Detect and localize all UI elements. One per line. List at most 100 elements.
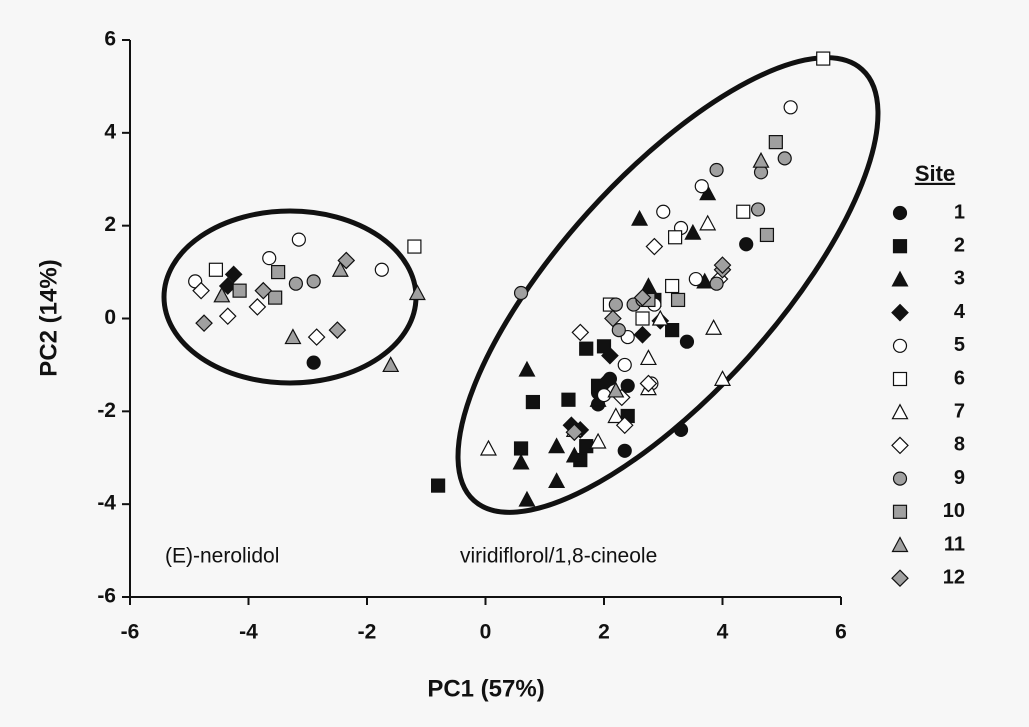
point [579,439,594,454]
y-tick-label: 6 [104,28,116,51]
point [816,51,831,66]
point [208,262,224,277]
legend-label: 12 [943,566,965,588]
legend-label: 3 [954,268,965,290]
y-tick-label: 2 [104,213,116,236]
point [374,262,389,277]
point [705,319,723,335]
point [565,423,584,442]
point [631,209,649,226]
point [408,284,426,301]
point [262,251,277,266]
y-tick-label: 0 [104,306,116,329]
point [768,135,783,150]
point [284,328,302,345]
point [639,277,657,294]
point [291,232,306,247]
point [513,285,529,301]
legend-marker [891,569,909,588]
x-tick-label: 0 [480,621,492,644]
legend-marker [891,536,909,553]
point [479,439,497,456]
point [759,227,775,243]
point [607,381,625,398]
x-tick-label: 4 [717,621,729,644]
y-tick-label: -2 [97,399,116,422]
point [607,407,625,424]
point [633,325,652,344]
legend-marker [892,371,908,387]
point [518,490,536,507]
point [713,256,732,274]
point [407,239,422,254]
legend-title: Site [915,161,955,186]
point [268,290,283,305]
point [382,356,400,373]
point [512,453,530,470]
point [639,349,657,366]
point [713,370,732,386]
point [596,387,612,403]
point [337,251,356,270]
legend-label: 9 [954,467,965,489]
point [232,283,247,298]
x-axis-label: PC1 (57%) [427,675,544,702]
point [561,392,576,407]
point [679,334,695,349]
point [271,264,286,280]
point [615,416,634,435]
legend-label: 7 [954,400,965,422]
point [195,314,213,332]
point [635,311,650,326]
legend-marker [892,338,908,353]
cluster-ellipse [455,55,881,515]
point [608,297,623,312]
x-tick-label: 2 [598,621,610,644]
legend-label: 10 [943,500,965,522]
point [673,422,689,437]
point [639,374,658,393]
point [750,202,766,217]
legend-marker [892,239,908,254]
point [431,478,446,493]
legend-marker [891,403,909,420]
legend-marker [892,471,908,486]
point [752,151,770,168]
point [525,394,541,410]
point [656,204,671,219]
point [699,214,717,231]
point [665,323,680,338]
y-tick-label: 4 [104,120,116,143]
legend-marker [892,504,908,519]
point [513,441,529,456]
y-tick-label: -6 [97,585,116,608]
point [709,162,724,178]
x-tick-label: -2 [358,621,377,644]
point [667,230,683,245]
point [665,278,680,294]
legend-marker [891,436,909,455]
point [651,309,669,326]
point [579,341,594,356]
point [218,307,237,326]
point [518,360,536,377]
point [611,323,626,338]
legend-label: 8 [954,434,965,456]
point [783,100,798,115]
point [736,204,751,219]
point [328,321,347,339]
point [548,437,566,454]
point [777,151,792,166]
point [307,328,326,346]
point [548,472,566,489]
point [670,292,686,308]
y-tick-label: -4 [97,492,116,515]
point [192,281,210,300]
point [645,237,664,256]
legend-marker [892,205,908,221]
point [739,237,754,252]
point [248,298,267,316]
legend-marker [891,270,909,287]
point [601,346,619,365]
